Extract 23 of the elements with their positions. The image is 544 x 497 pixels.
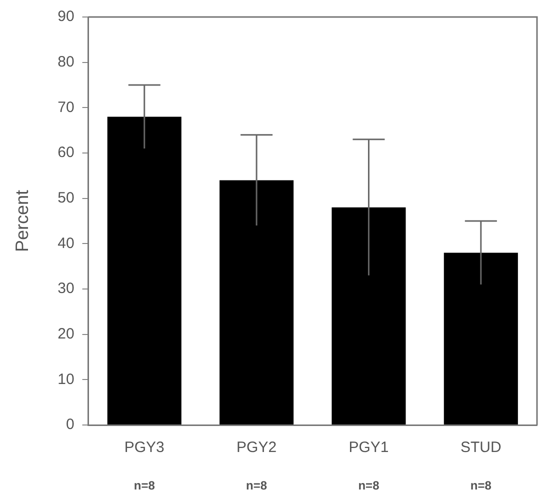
text: n=8 (134, 478, 156, 492)
x-tick-label: STUD (460, 439, 502, 456)
y-tick-label: 20 (58, 325, 74, 342)
text: n=8 (358, 478, 380, 492)
bar (220, 180, 294, 424)
bar (107, 116, 182, 424)
text: n=8 (246, 478, 268, 492)
y-tick-label: 90 (58, 8, 74, 26)
bar (332, 207, 406, 424)
x-tick-label: PGY3 (124, 439, 164, 456)
x-tick-label: PGY1 (348, 439, 389, 456)
x-tick-label: PGY2 (236, 439, 277, 456)
y-axis-title: Percent (12, 190, 32, 252)
y-tick-label: 80 (58, 53, 74, 70)
text: n=8 (470, 478, 492, 492)
bar (444, 252, 518, 424)
y-tick-label: 10 (58, 370, 74, 388)
y-tick-label: 70 (58, 98, 74, 116)
y-tick-label: 0 (66, 416, 74, 434)
y-tick-label: 40 (58, 234, 74, 252)
y-tick-label: 50 (58, 189, 74, 206)
y-tick-label: 60 (58, 144, 74, 162)
y-tick-label: 30 (58, 280, 74, 298)
